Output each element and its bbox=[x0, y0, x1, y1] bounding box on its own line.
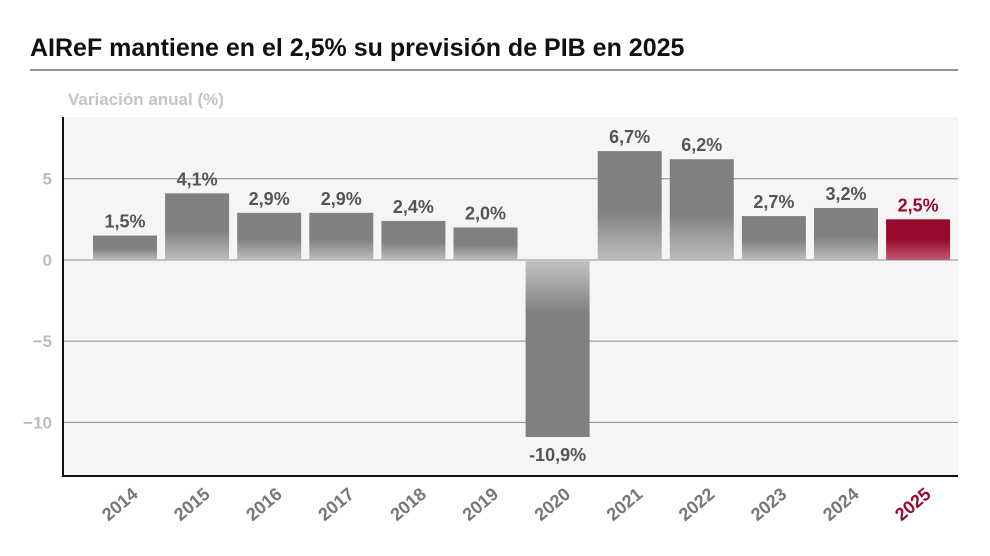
bar-2024 bbox=[814, 207, 878, 260]
data-label-2014: 1,5% bbox=[104, 212, 145, 232]
data-label-2023: 2,7% bbox=[753, 192, 794, 212]
bar-2020 bbox=[525, 259, 590, 438]
bar-2021 bbox=[597, 151, 662, 260]
x-tick-label-2017: 2017 bbox=[314, 484, 358, 525]
data-label-2015: 4,1% bbox=[177, 169, 218, 189]
x-tick-label-2018: 2018 bbox=[386, 484, 430, 525]
y-tick-label: −10 bbox=[23, 413, 52, 432]
bar-2015 bbox=[165, 193, 230, 260]
bar-2016 bbox=[237, 212, 302, 260]
chart-title: AIReF mantiene en el 2,5% su previsión d… bbox=[30, 34, 685, 62]
x-tick-label-2025: 2025 bbox=[891, 484, 935, 525]
x-tick-label-2022: 2022 bbox=[675, 484, 719, 525]
data-label-2018: 2,4% bbox=[393, 197, 434, 217]
x-tick-label-2024: 2024 bbox=[819, 484, 863, 525]
x-tick-label-2014: 2014 bbox=[98, 484, 142, 525]
data-label-2024: 3,2% bbox=[825, 184, 866, 204]
bar-2018 bbox=[381, 220, 446, 260]
bar-2019 bbox=[453, 227, 518, 260]
bar-2023 bbox=[741, 216, 806, 260]
data-label-2022: 6,2% bbox=[681, 135, 722, 155]
bar-2017 bbox=[309, 212, 374, 260]
x-tick-label-2016: 2016 bbox=[242, 484, 286, 525]
data-label-2017: 2,9% bbox=[321, 189, 362, 209]
data-label-2019: 2,0% bbox=[465, 203, 506, 223]
plot-background bbox=[63, 117, 958, 476]
data-label-2025: 2,5% bbox=[898, 195, 939, 215]
bar-2022 bbox=[669, 159, 734, 260]
y-tick-label: 0 bbox=[43, 251, 52, 270]
data-label-2021: 6,7% bbox=[609, 127, 650, 147]
x-tick-label-2015: 2015 bbox=[170, 484, 214, 525]
x-tick-label-2023: 2023 bbox=[747, 484, 791, 525]
x-tick-label-2021: 2021 bbox=[603, 484, 647, 525]
data-label-2020: -10,9% bbox=[529, 445, 586, 465]
y-tick-label: −5 bbox=[33, 332, 52, 351]
x-tick-label-2019: 2019 bbox=[459, 484, 503, 525]
bar-2025 bbox=[886, 219, 951, 260]
y-axis-label: Variación anual (%) bbox=[68, 90, 224, 109]
x-tick-label-2020: 2020 bbox=[531, 484, 575, 525]
bar-2014 bbox=[93, 235, 157, 260]
y-tick-label: 5 bbox=[43, 170, 52, 189]
data-label-2016: 2,9% bbox=[249, 189, 290, 209]
